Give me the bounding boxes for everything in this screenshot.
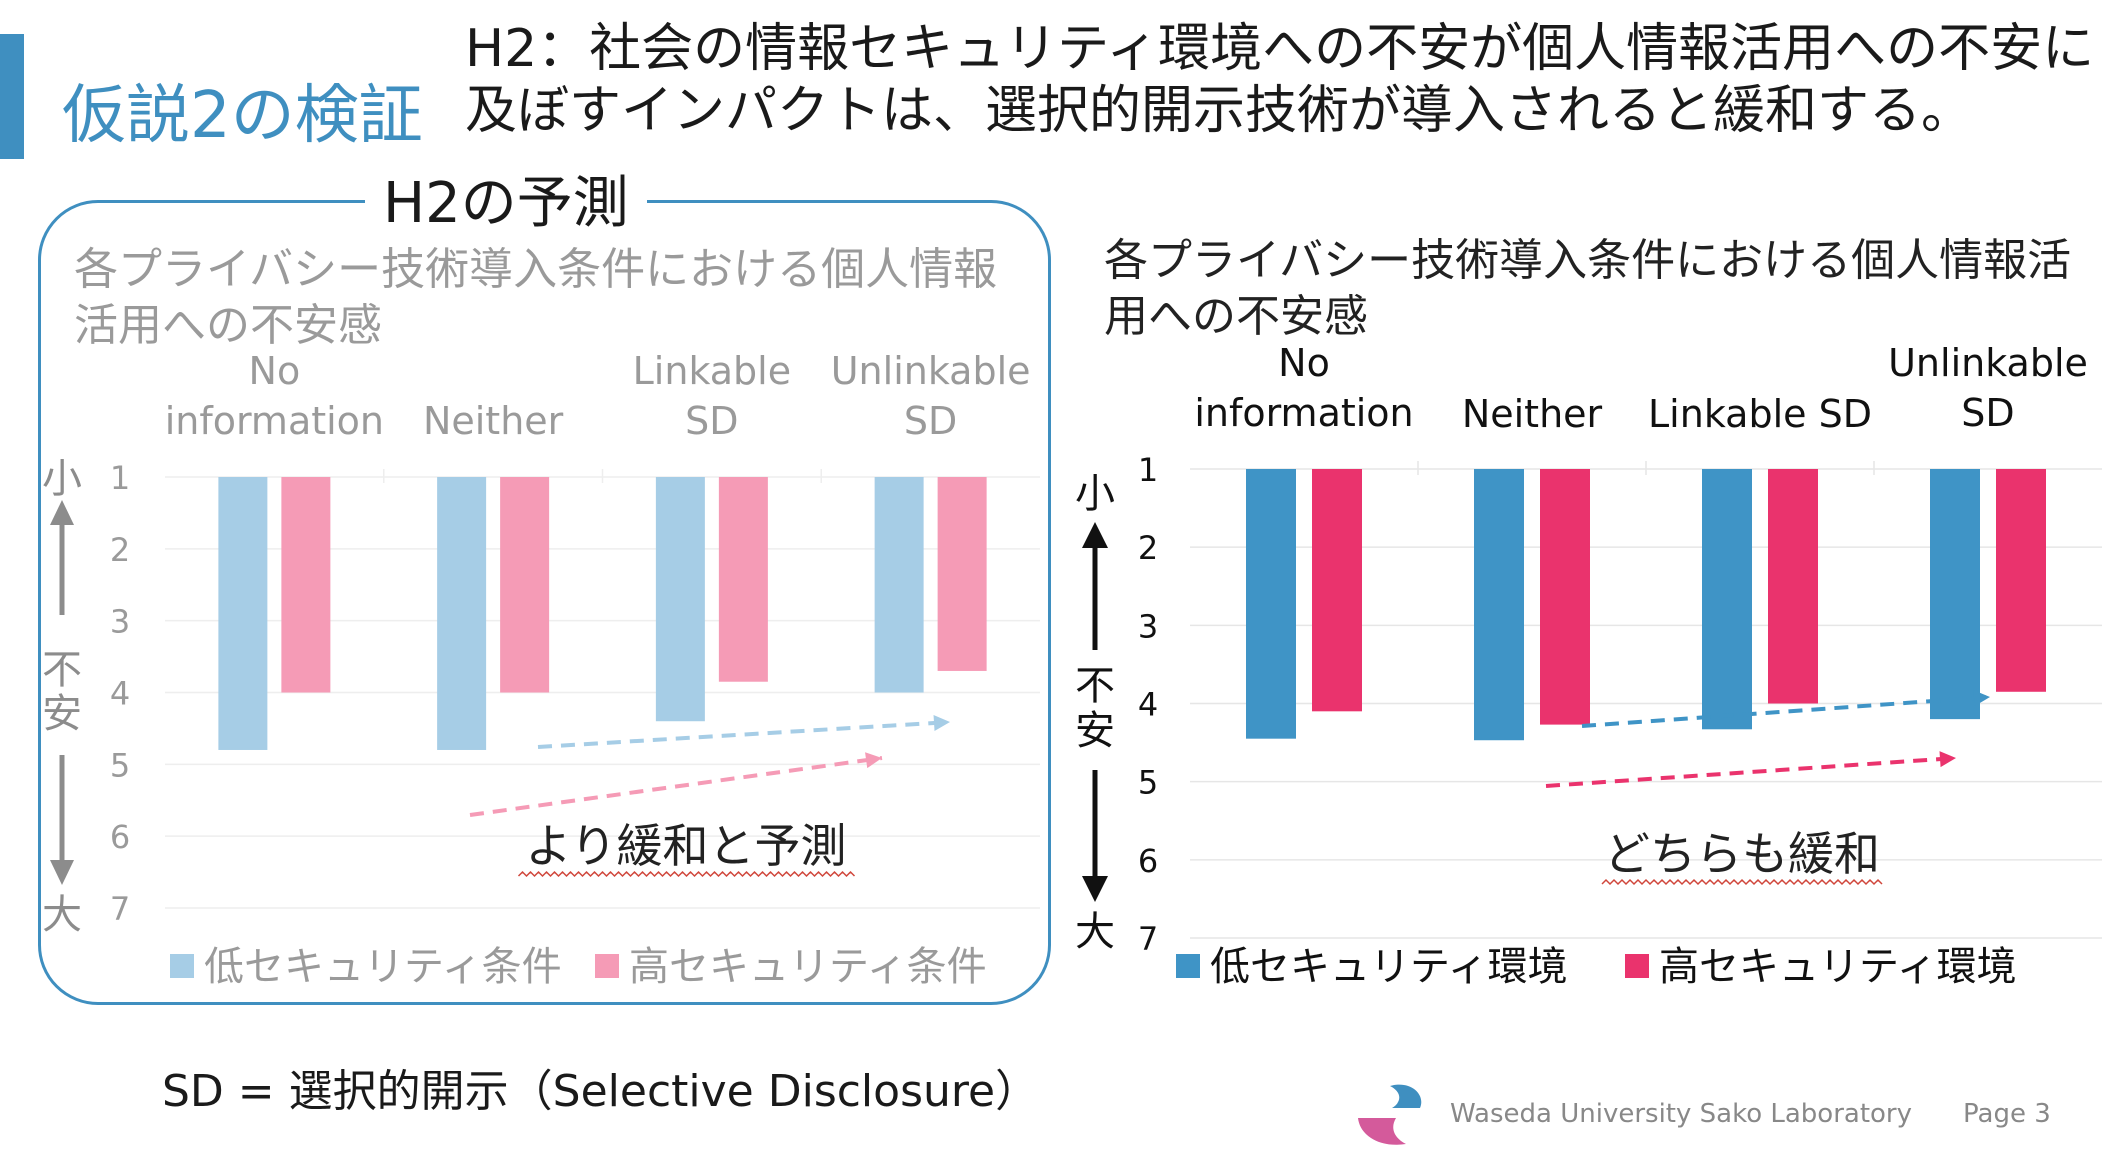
lab-name: Waseda University Sako Laboratory (1450, 1099, 1913, 1129)
y-tick-label: 1 (110, 459, 130, 497)
scale-anxiety-label-left-2: 安 (42, 691, 82, 737)
bar (1768, 469, 1818, 704)
y-tick-label: 2 (1138, 529, 1158, 567)
category-label: Unlinkable SD (831, 349, 1031, 443)
y-tick-label: 3 (110, 603, 130, 641)
y-tick-label: 4 (110, 675, 130, 713)
scale-anxiety-label-right-1: 不 (1075, 663, 1115, 709)
predicted-chart-title: 各プライバシー技術導入条件における個人情報活用への不安感 (74, 244, 998, 351)
slide-title: 仮説2の検証 (62, 79, 423, 153)
scale-large-label-right: 大 (1075, 909, 1115, 955)
bar (218, 477, 268, 750)
hypothesis-text: H2：社会の情報セキュリティ環境への不安が個人情報活用への不安に及ぼすインパクト… (465, 19, 2095, 141)
legend-label: 高セキュリティ環境 (1659, 944, 2017, 990)
bar (1996, 469, 2046, 692)
bar (718, 477, 768, 682)
category-label: Linkable SD (1648, 392, 1872, 436)
y-tick-label: 5 (1138, 764, 1158, 802)
y-tick-label: 6 (1138, 842, 1158, 880)
page-number: Page 3 (1963, 1099, 2051, 1129)
scale-small-label-right: 小 (1075, 471, 1115, 517)
trend-arrow-head (1973, 690, 1990, 707)
bar (1540, 469, 1590, 725)
y-tick-label: 1 (1138, 451, 1158, 489)
bar (1246, 469, 1296, 739)
bar (500, 477, 550, 693)
trend-arrow-line (469, 756, 883, 817)
y-tick-label: 6 (110, 818, 130, 856)
bar (281, 477, 331, 693)
legend-swatch (1625, 954, 1649, 978)
category-label: Neither (1462, 392, 1603, 436)
annotation-underline (517, 870, 856, 878)
chart-annotation: どちらも緩和 (1604, 827, 1880, 881)
trend-arrow-head (865, 752, 882, 769)
legend-swatch (1176, 954, 1200, 978)
category-label: Linkable SD (633, 349, 792, 443)
category-label: Neither (423, 399, 564, 443)
bar (1474, 469, 1524, 741)
category-label: No information (1194, 341, 1413, 435)
bar (937, 477, 987, 671)
legend-swatch (170, 954, 194, 978)
y-tick-label: 2 (110, 531, 130, 569)
annotation-underline (1601, 878, 1883, 886)
scale-anxiety-label-right-2: 安 (1075, 708, 1115, 754)
category-label: No information (165, 349, 384, 443)
trend-arrow-head (933, 714, 950, 731)
footnote: SD = 選択的開示（Selective Disclosure） (162, 1066, 1040, 1117)
legend-label: 低セキュリティ環境 (1210, 944, 1568, 990)
accent-bar (0, 34, 24, 159)
scale-small-label-left: 小 (42, 456, 82, 502)
bar (1930, 469, 1980, 720)
y-tick-label: 5 (110, 746, 130, 784)
chart-annotation: より緩和と予測 (525, 819, 846, 873)
bar (874, 477, 924, 693)
y-tick-label: 7 (110, 890, 130, 928)
y-tick-label: 3 (1138, 607, 1158, 645)
legend-label: 高セキュリティ条件 (629, 944, 987, 990)
prediction-label: H2の予測 (365, 158, 647, 239)
legend-swatch (595, 954, 619, 978)
y-tick-label: 7 (1138, 920, 1158, 958)
observed-chart-title: 各プライバシー技術導入条件における個人情報活用への不安感 (1104, 235, 2072, 342)
bar (1702, 469, 1752, 730)
lab-logo (1358, 1084, 1422, 1145)
bar (655, 477, 705, 722)
category-label: Unlinkable SD (1888, 341, 2088, 435)
bar (1312, 469, 1362, 712)
trend-arrow-head (1939, 751, 1956, 768)
scale-anxiety-label-left-1: 不 (42, 647, 82, 693)
bar (437, 477, 487, 750)
y-tick-label: 4 (1138, 686, 1158, 724)
legend-label: 低セキュリティ条件 (204, 944, 562, 990)
scale-large-label-left: 大 (42, 892, 82, 938)
